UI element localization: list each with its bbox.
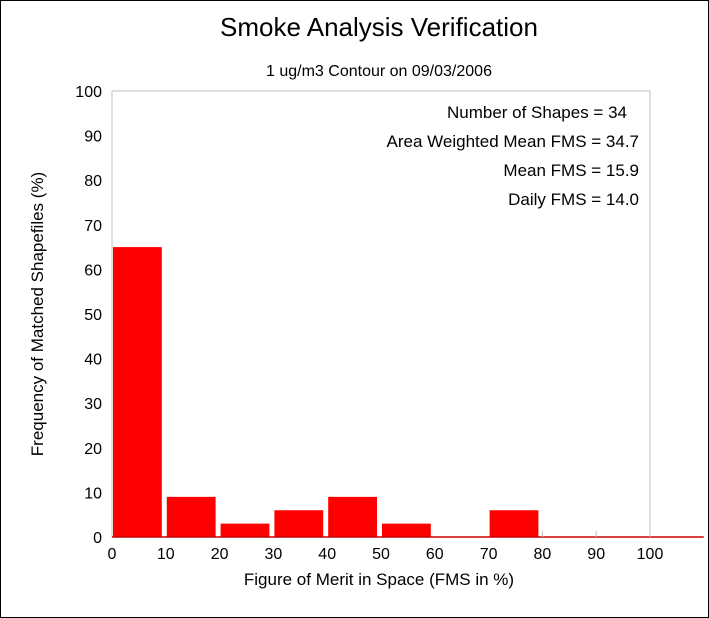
x-axis-label: Figure of Merit in Space (FMS in %) bbox=[244, 570, 514, 589]
histogram-bar bbox=[328, 496, 377, 537]
histogram-bar bbox=[166, 496, 216, 537]
annotation-daily-fms: Daily FMS = 14.0 bbox=[508, 190, 639, 209]
y-axis-label: Frequency of Matched Shapefiles (%) bbox=[28, 172, 47, 456]
histogram-bar bbox=[274, 510, 324, 537]
chart-title: Smoke Analysis Verification bbox=[220, 12, 538, 42]
histogram-bar bbox=[220, 523, 270, 537]
histogram-bar bbox=[382, 523, 431, 537]
x-tick-label: 10 bbox=[157, 546, 175, 563]
y-tick-label: 90 bbox=[84, 129, 102, 146]
x-tick-label: 90 bbox=[587, 546, 605, 563]
x-tick-label: 30 bbox=[265, 546, 283, 563]
chart-subtitle: 1 ug/m3 Contour on 09/03/2006 bbox=[266, 63, 492, 80]
y-tick-label: 30 bbox=[84, 396, 102, 413]
y-tick-label: 50 bbox=[84, 307, 102, 324]
x-tick-label: 50 bbox=[372, 546, 390, 563]
x-tick-label: 100 bbox=[637, 546, 664, 563]
y-tick-label: 60 bbox=[84, 262, 102, 279]
plot-area: 0 10 20 30 40 50 60 70 80 90 100 0 10 20 30 40 50 60 70 80 9… bbox=[75, 84, 704, 563]
histogram-bar bbox=[113, 247, 162, 537]
histogram-bar bbox=[489, 510, 539, 537]
y-tick-label: 0 bbox=[93, 530, 102, 547]
y-tick-label: 10 bbox=[84, 485, 102, 502]
y-tick-label: 70 bbox=[84, 218, 102, 235]
y-tick-label: 20 bbox=[84, 441, 102, 458]
y-tick-label: 80 bbox=[84, 173, 102, 190]
x-tick-label: 20 bbox=[211, 546, 229, 563]
x-tick-label: 60 bbox=[426, 546, 444, 563]
annotation-number-of-shapes: Number of Shapes = 34 bbox=[447, 103, 627, 122]
x-tick-label: 80 bbox=[534, 546, 552, 563]
x-tick-label: 70 bbox=[480, 546, 498, 563]
annotation-area-weighted-mean-fms: Area Weighted Mean FMS = 34.7 bbox=[387, 132, 639, 151]
x-tick-label: 0 bbox=[108, 546, 117, 563]
annotation-mean-fms: Mean FMS = 15.9 bbox=[503, 161, 639, 180]
y-tick-label: 40 bbox=[84, 352, 102, 369]
y-tick-label: 100 bbox=[75, 84, 102, 101]
statistics-annotations: Number of Shapes = 34 Area Weighted Mean… bbox=[387, 103, 639, 209]
x-tick-label: 40 bbox=[318, 546, 336, 563]
